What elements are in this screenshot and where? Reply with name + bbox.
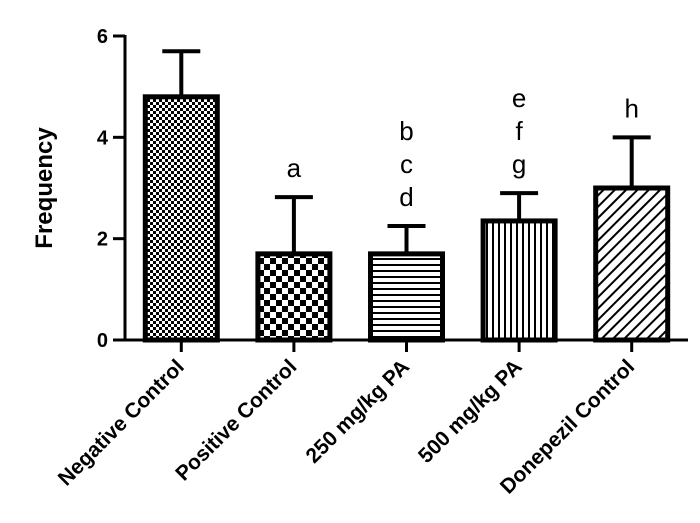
bar	[593, 185, 671, 343]
bar	[368, 251, 445, 343]
category-label: Negative Control	[54, 355, 189, 490]
y-axis-label: Frequency	[31, 127, 58, 249]
significance-letter: a	[287, 153, 302, 183]
category-label: 250 mg/kg PA	[301, 355, 414, 468]
bar	[142, 94, 220, 343]
significance-letter: f	[515, 116, 523, 146]
significance-letter: c	[400, 149, 413, 179]
significance-letter: d	[399, 182, 413, 212]
bars	[142, 49, 671, 343]
y-tick-label: 2	[97, 229, 108, 251]
significance-letter: e	[512, 83, 526, 113]
category-label: 500 mg/kg PA	[414, 355, 527, 468]
bar	[480, 218, 558, 343]
bar	[255, 251, 333, 343]
significance-letter: h	[624, 93, 638, 123]
significance-annotations: a bcd efg h	[287, 83, 639, 212]
category-label: Positive Control	[171, 355, 301, 485]
y-tick-label: 6	[97, 26, 108, 48]
y-tick-label: 4	[97, 127, 109, 149]
y-tick-label: 0	[97, 330, 108, 352]
significance-letter: g	[512, 149, 526, 179]
significance-letter: b	[399, 116, 413, 146]
